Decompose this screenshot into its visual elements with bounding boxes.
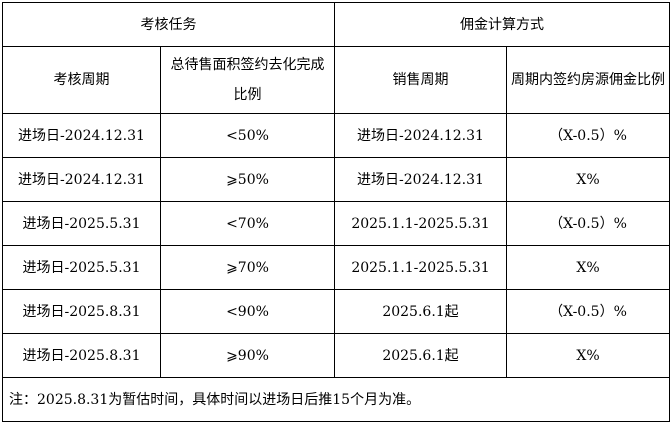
data-row: 进场日-2025.5.31 <70% 2025.1.1-2025.5.31 （X-0.… — [2, 201, 670, 246]
cell: 进场日-2024.12.31 — [2, 113, 161, 158]
column-header: 周期内签约房源佣金比例 — [506, 46, 670, 114]
note: 注：2025.8.31为暂估时间，具体时间以进场日后推15个月为准。 — [2, 377, 670, 422]
cell: 2025.1.1-2025.5.31 — [334, 245, 507, 290]
column-header: 考核周期 — [2, 46, 161, 114]
cell: 进场日-2024.12.31 — [2, 157, 161, 202]
column-header: 销售周期 — [334, 46, 507, 114]
data-row: 进场日-2024.12.31 ⩾50% 进场日-2024.12.31 X% — [2, 157, 670, 202]
cell: X% — [506, 333, 670, 378]
group-row: 考核任务 佣金计算方式 — [2, 2, 670, 47]
cell: ⩾50% — [160, 157, 335, 202]
cell: 2025.6.1起 — [334, 333, 507, 378]
cell: X% — [506, 245, 670, 290]
cell: 2025.6.1起 — [334, 289, 507, 334]
group-header: 考核任务 — [2, 2, 335, 47]
note-row: 注：2025.8.31为暂估时间，具体时间以进场日后推15个月为准。 — [2, 377, 670, 422]
cell: <70% — [160, 201, 335, 246]
cell: （X-0.5）% — [506, 201, 670, 246]
cell: <90% — [160, 289, 335, 334]
cell: ⩾70% — [160, 245, 335, 290]
cell: 进场日-2025.5.31 — [2, 201, 161, 246]
data-row: 进场日-2025.8.31 <90% 2025.6.1起 （X-0.5）% — [2, 289, 670, 334]
cell: 2025.1.1-2025.5.31 — [334, 201, 507, 246]
cell: 进场日-2024.12.31 — [334, 157, 507, 202]
group-header: 佣金计算方式 — [334, 2, 670, 47]
data-row: 进场日-2025.5.31 ⩾70% 2025.1.1-2025.5.31 X% — [2, 245, 670, 290]
cell: 进场日-2025.5.31 — [2, 245, 161, 290]
cell: 进场日-2025.8.31 — [2, 333, 161, 378]
cell: 进场日-2024.12.31 — [334, 113, 507, 158]
cell: <50% — [160, 113, 335, 158]
cell: ⩾90% — [160, 333, 335, 378]
data-row: 进场日-2025.8.31 ⩾90% 2025.6.1起 X% — [2, 333, 670, 378]
cell: X% — [506, 157, 670, 202]
cell: （X-0.5）% — [506, 113, 670, 158]
data-row: 进场日-2024.12.31 <50% 进场日-2024.12.31 （X-0.5）% — [2, 113, 670, 158]
header-row: 考核周期 总待售面积签约去化完成比例 销售周期 周期内签约房源佣金比例 — [2, 46, 670, 114]
cell: 进场日-2025.8.31 — [2, 289, 161, 334]
cell: （X-0.5）% — [506, 289, 670, 334]
column-header: 总待售面积签约去化完成比例 — [160, 46, 335, 114]
